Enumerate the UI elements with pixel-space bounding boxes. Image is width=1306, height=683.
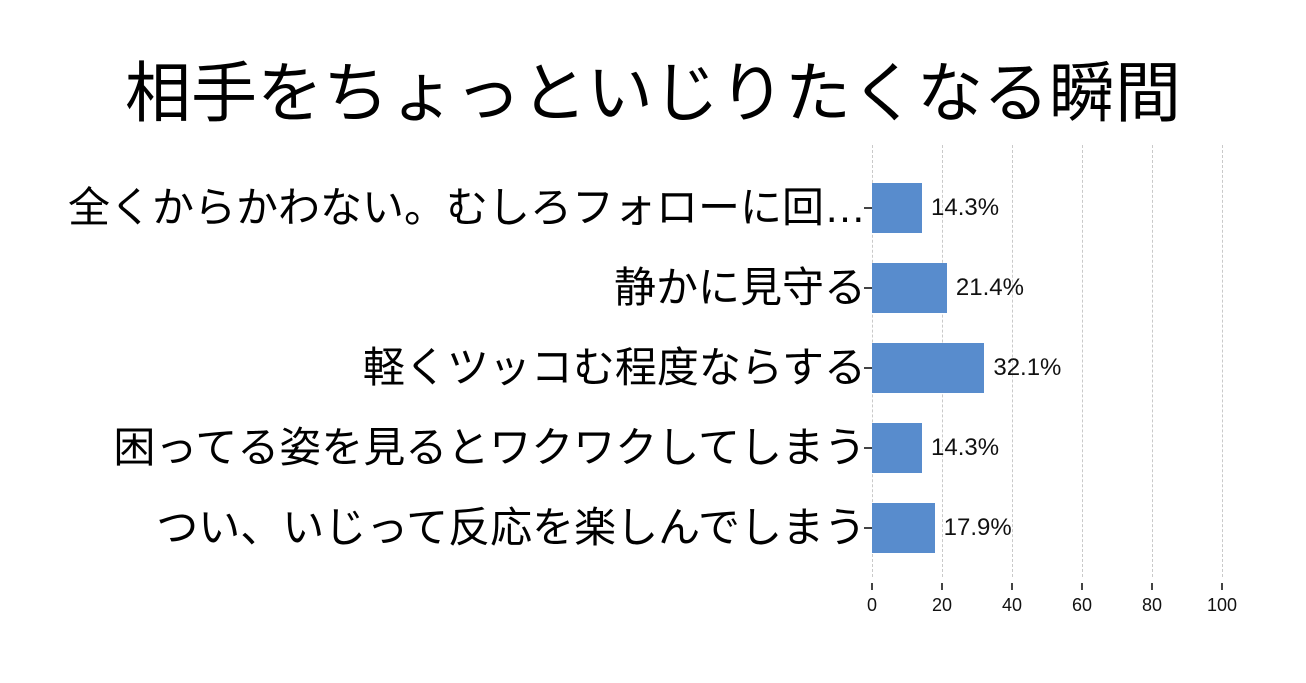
gridline (1222, 145, 1223, 577)
x-axis-tick-label: 40 (1001, 595, 1023, 615)
x-axis-tick-label: 20 (931, 595, 953, 615)
x-axis-tick (941, 583, 943, 590)
chart-title: 相手をちょっといじりたくなる瞬間 (125, 56, 1181, 130)
category-label: 静かに見守る (613, 264, 866, 311)
x-axis-tick (1011, 583, 1013, 590)
y-axis-tick (864, 207, 872, 209)
plot-area: 0 20 40 60 80 100 14.3% 21.4% 32.1% 14.3% 17.9% (864, 145, 1237, 615)
x-axis-tick (1081, 583, 1083, 590)
category-label: 全くからかわない。むしろフォローに回… (67, 184, 866, 231)
x-axis-tick (871, 583, 873, 590)
bar-value-label: 14.3% (931, 194, 1000, 221)
gridline (1082, 145, 1083, 577)
x-axis-tick-label: 100 (1206, 595, 1238, 615)
y-axis-tick (864, 287, 872, 289)
y-axis-tick (864, 367, 872, 369)
x-axis-tick-label: 80 (1141, 595, 1163, 615)
bar (872, 183, 923, 233)
x-axis-tick (1151, 583, 1153, 590)
bar-value-label: 14.3% (931, 434, 1000, 461)
bar (872, 503, 935, 553)
category-label: 困ってる姿を見るとワクワクしてしまう (113, 424, 866, 471)
bar (872, 423, 923, 473)
bar-value-label: 32.1% (993, 354, 1062, 381)
x-axis-tick-label: 60 (1071, 595, 1093, 615)
category-label: つい、いじって反応を楽しんでしまう (156, 504, 866, 551)
bar (872, 263, 947, 313)
x-axis-tick (1221, 583, 1223, 590)
gridline (1012, 145, 1013, 577)
bar (872, 343, 985, 393)
x-axis-tick-label: 0 (866, 595, 878, 615)
y-axis-tick (864, 447, 872, 449)
bar-value-label: 21.4% (955, 274, 1024, 301)
gridline (1152, 145, 1153, 577)
y-axis-tick (864, 527, 872, 529)
category-label: 軽くツッコむ程度ならする (362, 344, 866, 391)
bar-value-label: 17.9% (943, 514, 1012, 541)
